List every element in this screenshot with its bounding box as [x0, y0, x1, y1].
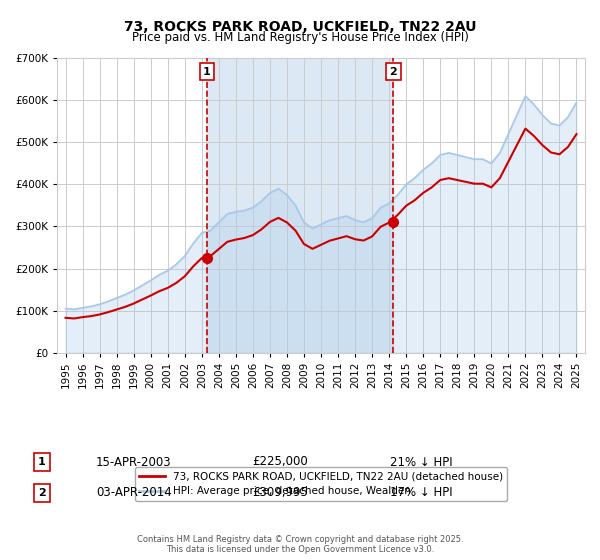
Text: 17% ↓ HPI: 17% ↓ HPI: [390, 486, 452, 500]
Text: Contains HM Land Registry data © Crown copyright and database right 2025.
This d: Contains HM Land Registry data © Crown c…: [137, 535, 463, 554]
Text: Price paid vs. HM Land Registry's House Price Index (HPI): Price paid vs. HM Land Registry's House …: [131, 31, 469, 44]
Legend: 73, ROCKS PARK ROAD, UCKFIELD, TN22 2AU (detached house), HPI: Average price, de: 73, ROCKS PARK ROAD, UCKFIELD, TN22 2AU …: [134, 467, 508, 501]
Text: 1: 1: [203, 67, 211, 77]
Text: £309,995: £309,995: [252, 486, 308, 500]
Text: 2: 2: [389, 67, 397, 77]
Text: 73, ROCKS PARK ROAD, UCKFIELD, TN22 2AU: 73, ROCKS PARK ROAD, UCKFIELD, TN22 2AU: [124, 20, 476, 34]
Text: 21% ↓ HPI: 21% ↓ HPI: [390, 455, 452, 469]
Text: £225,000: £225,000: [252, 455, 308, 469]
Bar: [207, 58, 394, 353]
Text: 15-APR-2003: 15-APR-2003: [96, 455, 172, 469]
Text: 2: 2: [38, 488, 46, 498]
Text: 1: 1: [38, 457, 46, 467]
Text: 03-APR-2014: 03-APR-2014: [96, 486, 172, 500]
